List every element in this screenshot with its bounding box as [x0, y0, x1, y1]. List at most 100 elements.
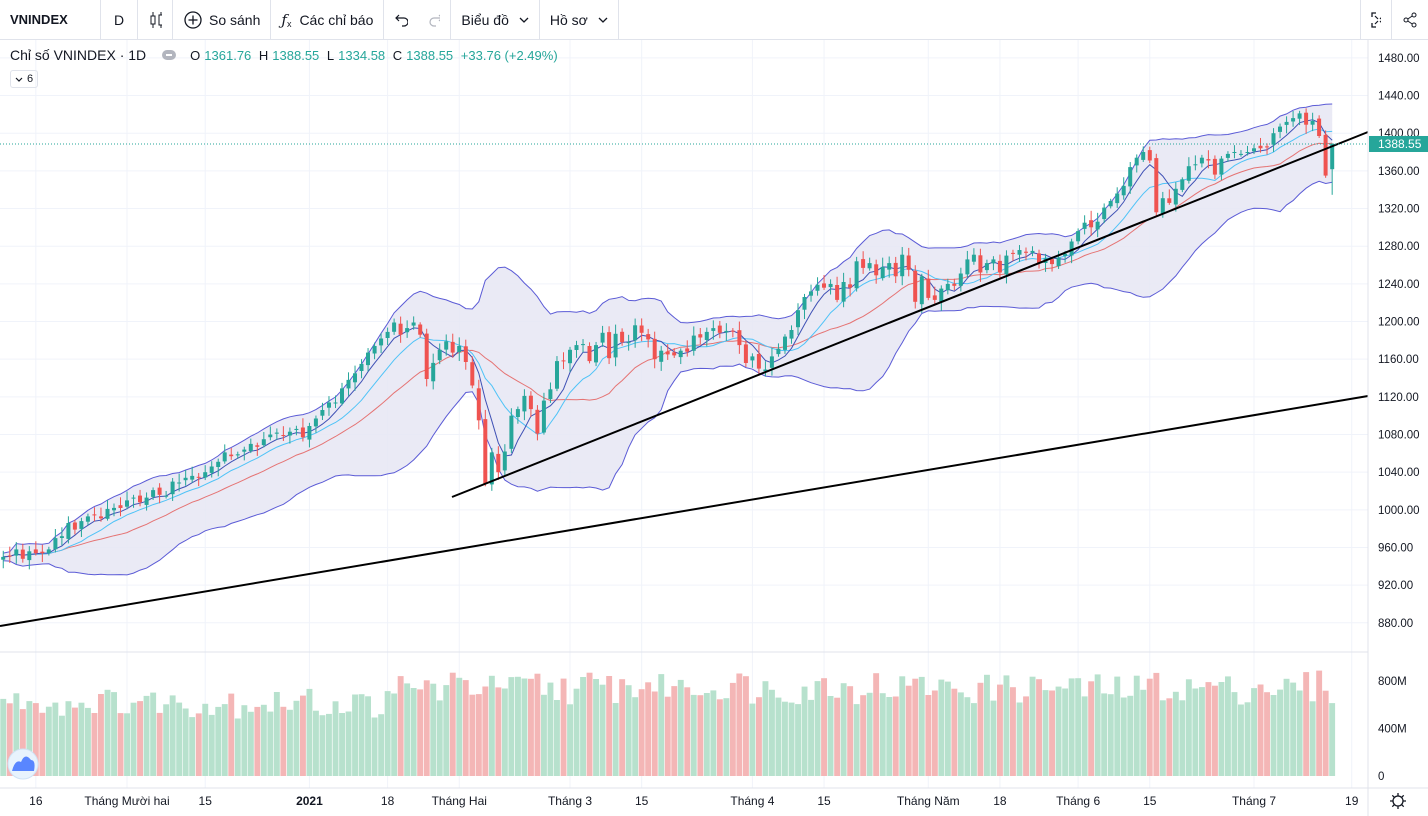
price-chart[interactable]: 1480.001440.001400.001360.001320.001280.…	[0, 40, 1428, 816]
candle	[287, 427, 292, 444]
volume-bar	[971, 703, 977, 776]
redo-button[interactable]	[418, 0, 450, 40]
candle-body	[1128, 167, 1133, 187]
candle	[711, 320, 716, 340]
candle-body	[613, 333, 618, 358]
volume-bar	[371, 717, 378, 776]
candle-body	[1239, 153, 1243, 155]
chevron-down-icon	[598, 17, 608, 23]
volume-bar	[710, 690, 717, 776]
candle-body	[522, 395, 527, 412]
candle	[887, 256, 892, 278]
time-axis[interactable]: 16 Tháng Mười hai 15 2021 18 Tháng Hai Tháng 3…	[29, 794, 1359, 808]
hide-series-icon[interactable]	[162, 50, 177, 60]
candle	[919, 273, 924, 313]
bollinger-band-fill	[3, 104, 1333, 575]
profile-menu-button[interactable]: Hồ sơ	[540, 0, 618, 40]
candle-body	[789, 330, 794, 339]
candle	[1284, 116, 1289, 134]
candle-body	[1030, 250, 1035, 253]
volume-bar	[202, 703, 209, 776]
volume-bar	[1218, 682, 1225, 776]
candle	[255, 442, 260, 456]
candle-body	[743, 344, 748, 363]
volume-tick-label: 800M	[1378, 676, 1407, 688]
volume-bar	[1192, 688, 1199, 776]
volume-bar	[352, 694, 358, 776]
candlestick-series	[1, 108, 1335, 570]
candle-body	[1199, 157, 1204, 164]
volume-bar	[293, 700, 300, 776]
candle	[177, 473, 182, 492]
candle-body	[561, 360, 566, 362]
candle-body	[1265, 146, 1269, 148]
fullscreen-button[interactable]	[1361, 0, 1391, 40]
volume-bar	[1159, 700, 1166, 776]
high-key: H	[258, 47, 269, 63]
volume-bar	[931, 690, 938, 776]
candle	[1095, 212, 1100, 238]
volume-bar	[254, 706, 261, 776]
candle-body	[502, 451, 507, 471]
volume-bar	[1153, 672, 1160, 776]
undo-button[interactable]	[384, 0, 418, 40]
candle	[1239, 150, 1243, 157]
volume-bar	[391, 693, 398, 776]
chart-menu-button[interactable]: Biểu đồ	[451, 0, 538, 40]
candle-body	[509, 415, 514, 449]
candle	[229, 447, 234, 460]
volume-bar	[313, 710, 319, 776]
volume-bar	[1127, 695, 1134, 776]
trendline-short[interactable]	[451, 131, 1369, 498]
interval-button[interactable]: D	[113, 11, 125, 28]
candle	[835, 276, 840, 303]
candle	[528, 391, 533, 417]
candle	[164, 490, 169, 499]
candle	[333, 395, 338, 409]
chevron-down-icon	[15, 77, 23, 82]
volume-bar	[78, 702, 85, 776]
time-tick-label: Tháng Hai	[432, 794, 487, 808]
share-button[interactable]	[1392, 0, 1428, 40]
price-tick-label: 1440.00	[1378, 91, 1420, 103]
candle	[372, 342, 377, 360]
candle-body	[72, 522, 77, 530]
candle-body	[1141, 152, 1146, 160]
volume-bar	[163, 704, 170, 776]
candle-body	[424, 333, 429, 379]
time-tick-label: 18	[993, 794, 1007, 808]
volume-bar	[593, 679, 599, 776]
candle-body	[379, 338, 384, 346]
volume-bar	[215, 706, 222, 776]
trendline-long[interactable]	[0, 395, 1369, 627]
symbol-search-button[interactable]: VNINDEX	[10, 12, 68, 27]
volume-bar	[938, 679, 945, 776]
time-tick-label: 16	[29, 794, 43, 808]
candle	[424, 328, 429, 387]
candle-body	[769, 356, 774, 368]
candle-body	[737, 330, 742, 346]
candle-body	[300, 427, 305, 438]
volume-bar	[501, 688, 508, 776]
candle-body	[704, 331, 709, 340]
volume-bar	[280, 706, 287, 776]
volume-bar	[619, 679, 626, 776]
volume-bar	[1238, 704, 1244, 776]
candle-body	[548, 389, 553, 400]
time-tick-label: Tháng Năm	[897, 794, 960, 808]
candle	[555, 356, 559, 392]
compare-button[interactable]: So sánh	[173, 0, 270, 40]
candle-body	[848, 284, 853, 288]
volume-bar	[111, 692, 117, 776]
candle	[99, 507, 103, 522]
time-tick-label: 15	[1143, 794, 1157, 808]
candle	[900, 247, 905, 286]
volume-bar	[1120, 697, 1127, 776]
indicators-collapse-button[interactable]: 6	[10, 70, 38, 88]
settings-button[interactable]	[1390, 793, 1406, 809]
chart-style-button[interactable]	[138, 0, 172, 40]
indicators-count: 6	[26, 73, 34, 85]
candle-body	[958, 273, 963, 286]
